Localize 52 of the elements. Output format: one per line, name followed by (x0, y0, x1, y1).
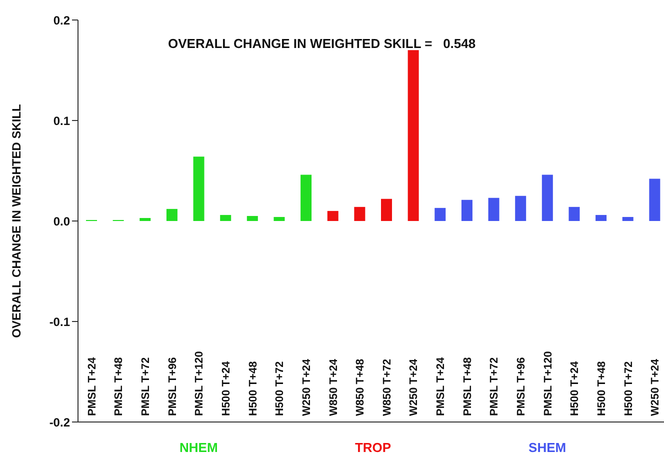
x-tick-label: PMSL T+48 (113, 357, 126, 416)
bar (246, 216, 258, 221)
bar (488, 198, 500, 221)
x-tick-label: H500 T+24 (569, 360, 582, 416)
text: NHEM (180, 440, 218, 455)
y-tick-label: -0.1 (49, 314, 70, 329)
text: SHEM (528, 440, 566, 455)
bar (596, 214, 607, 221)
x-tick-label: H500 T+48 (247, 361, 260, 416)
bar (542, 174, 553, 221)
text: TROP (354, 440, 392, 455)
x-tick-label: PMSL T+120 (194, 351, 206, 416)
x-tick-label: W850 T+24 (328, 358, 340, 416)
x-tick-label: PMSL T+96 (166, 357, 179, 416)
x-tick-label: PMSL T+72 (488, 357, 501, 416)
x-tick-label: PMSL T+48 (462, 357, 474, 416)
x-tick-label: W850 T+72 (381, 358, 394, 416)
x-tick-label: H500 T+24 (220, 360, 232, 416)
bar (193, 156, 204, 221)
x-tick-label: PMSL T+120 (542, 351, 554, 416)
x-tick-label: PMSL T+96 (516, 357, 528, 416)
bar (327, 210, 338, 221)
x-tick-label: W250 T+24 (650, 358, 662, 416)
x-tick-label: H500 T+72 (622, 361, 635, 416)
bar (434, 208, 446, 221)
y-tick-label: 0.2 (53, 13, 70, 28)
y-tick-label: 0.1 (53, 114, 70, 128)
bar (461, 200, 472, 221)
x-tick-label: PMSL T+72 (140, 357, 152, 416)
x-tick-label: H500 T+72 (274, 361, 286, 416)
bar (300, 174, 312, 221)
x-tick-label: H500 T+48 (596, 361, 608, 416)
x-tick-label: W850 T+48 (354, 358, 367, 416)
bar (408, 50, 419, 221)
bar (274, 216, 285, 221)
bar (166, 208, 178, 221)
x-tick-label: PMSL T+24 (86, 356, 98, 416)
bar (140, 218, 151, 221)
bar (568, 206, 580, 221)
bar (515, 196, 526, 221)
y-axis-title: OVERALL CHANGE IN WEIGHTED SKILL (9, 104, 24, 338)
bar (649, 178, 660, 221)
bar (354, 206, 366, 221)
x-tick-label: W250 T+24 (300, 358, 313, 416)
bar (381, 198, 392, 221)
text: OVERALL CHANGE IN WEIGHTED SKILL = 0.548 (168, 36, 476, 51)
y-tick-label: 0.0 (53, 214, 70, 228)
bar (220, 214, 232, 221)
x-tick-label: PMSL T+24 (435, 356, 448, 416)
bar (622, 216, 634, 221)
x-tick-label: W250 T+24 (408, 358, 420, 416)
y-tick-label: -0.2 (49, 415, 70, 430)
